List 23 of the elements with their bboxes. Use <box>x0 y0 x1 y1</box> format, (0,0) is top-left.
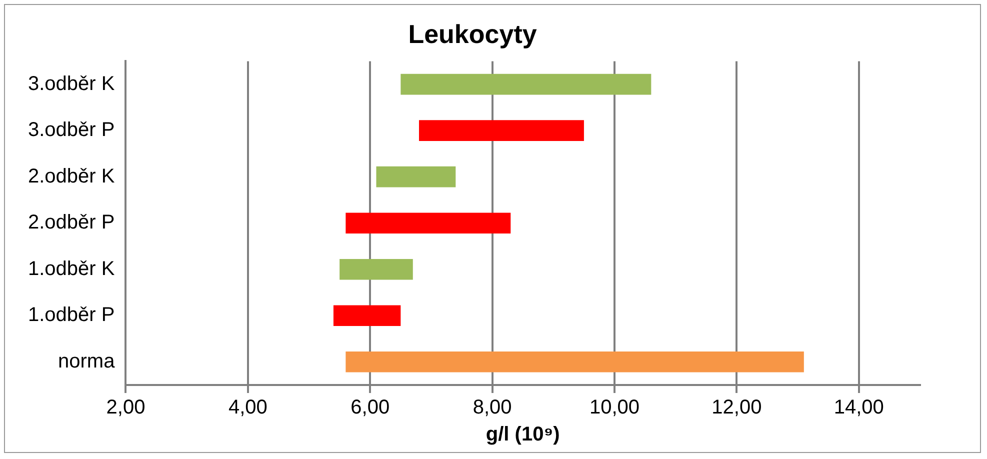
bar <box>346 212 511 234</box>
y-tick-label: 3.odběr P <box>28 119 115 142</box>
bar <box>340 258 413 280</box>
x-tick-label: 12,00 <box>712 396 762 419</box>
bar <box>400 74 652 95</box>
x-tick-label: 14,00 <box>834 396 884 419</box>
y-tick-label: 2.odběr P <box>28 212 115 234</box>
y-tick-label: 2.odběr K <box>28 165 116 188</box>
x-tick-label: 10,00 <box>589 396 640 419</box>
y-tick-label: norma <box>58 350 116 372</box>
y-tick-label: 3.odběr K <box>28 72 116 95</box>
x-tick-label: 2,00 <box>106 396 146 419</box>
chart-title: Leukocyty <box>408 18 538 49</box>
y-tick-label: 1.odběr K <box>28 258 116 280</box>
y-tick-label: 1.odběr P <box>28 304 115 326</box>
x-tick-label: 8,00 <box>472 396 512 419</box>
bar <box>333 305 401 326</box>
x-tick-label: 6,00 <box>350 396 390 419</box>
bar <box>419 120 584 141</box>
x-axis-title: g/l (10⁹) <box>486 424 560 446</box>
bar <box>376 166 456 188</box>
x-tick-label: 4,00 <box>228 396 268 419</box>
bar <box>346 351 804 372</box>
